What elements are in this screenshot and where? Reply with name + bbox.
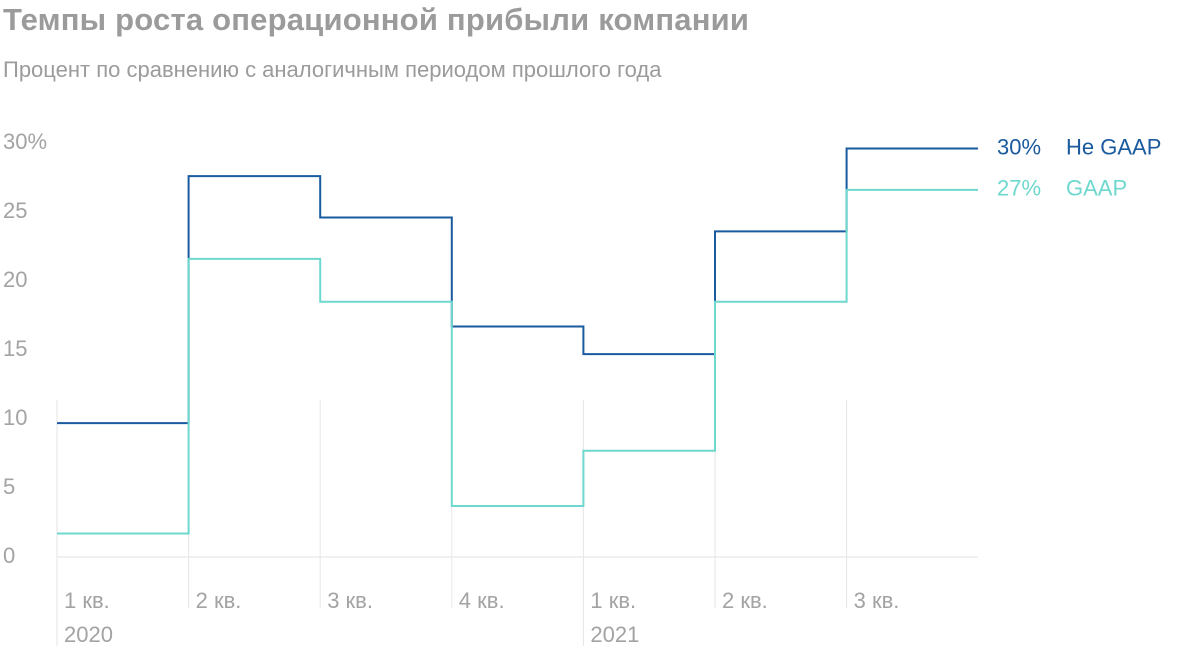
y-tick-label: 20 bbox=[3, 267, 27, 292]
series-name-label: GAAP bbox=[1066, 176, 1127, 201]
x-year-label: 2021 bbox=[590, 622, 639, 647]
series-end-labels: 30% Не GAAP 27% GAAP bbox=[997, 134, 1161, 200]
x-tick-label: 3 кв. bbox=[327, 588, 373, 613]
x-tick-label: 2 кв. bbox=[196, 588, 242, 613]
y-tick-label: 15 bbox=[3, 336, 27, 361]
end-value-label: 27% bbox=[997, 176, 1041, 201]
series-line-non-gaap bbox=[57, 147, 978, 425]
x-tick-label: 4 кв. bbox=[459, 588, 505, 613]
x-year-label: 2020 bbox=[64, 622, 113, 647]
x-tick-label: 1 кв. bbox=[590, 588, 636, 613]
x-tick-label: 3 кв. bbox=[854, 588, 900, 613]
y-axis-ticks: 0 5 10 15 20 25 30% bbox=[3, 129, 47, 568]
chart-title: Темпы роста операционной прибыли компани… bbox=[3, 2, 750, 37]
y-tick-label: 0 bbox=[3, 543, 15, 568]
y-tick-label: 25 bbox=[3, 198, 27, 223]
y-tick-label: 10 bbox=[3, 405, 27, 430]
series-name-label: Не GAAP bbox=[1066, 134, 1161, 159]
x-tick-label: 2 кв. bbox=[722, 588, 768, 613]
y-tick-label: 30% bbox=[3, 129, 47, 154]
x-tick-label: 1 кв. bbox=[64, 588, 110, 613]
chart-subtitle: Процент по сравнению с аналогичным перио… bbox=[3, 57, 662, 82]
end-value-label: 30% bbox=[997, 134, 1041, 159]
series-line-gaap bbox=[57, 188, 978, 535]
y-tick-label: 5 bbox=[3, 474, 15, 499]
x-axis-ticks: 1 кв. 2 кв. 3 кв. 4 кв. 1 кв. 2 кв. 3 кв. 2020 2… bbox=[64, 588, 899, 647]
series-lines bbox=[57, 147, 978, 535]
